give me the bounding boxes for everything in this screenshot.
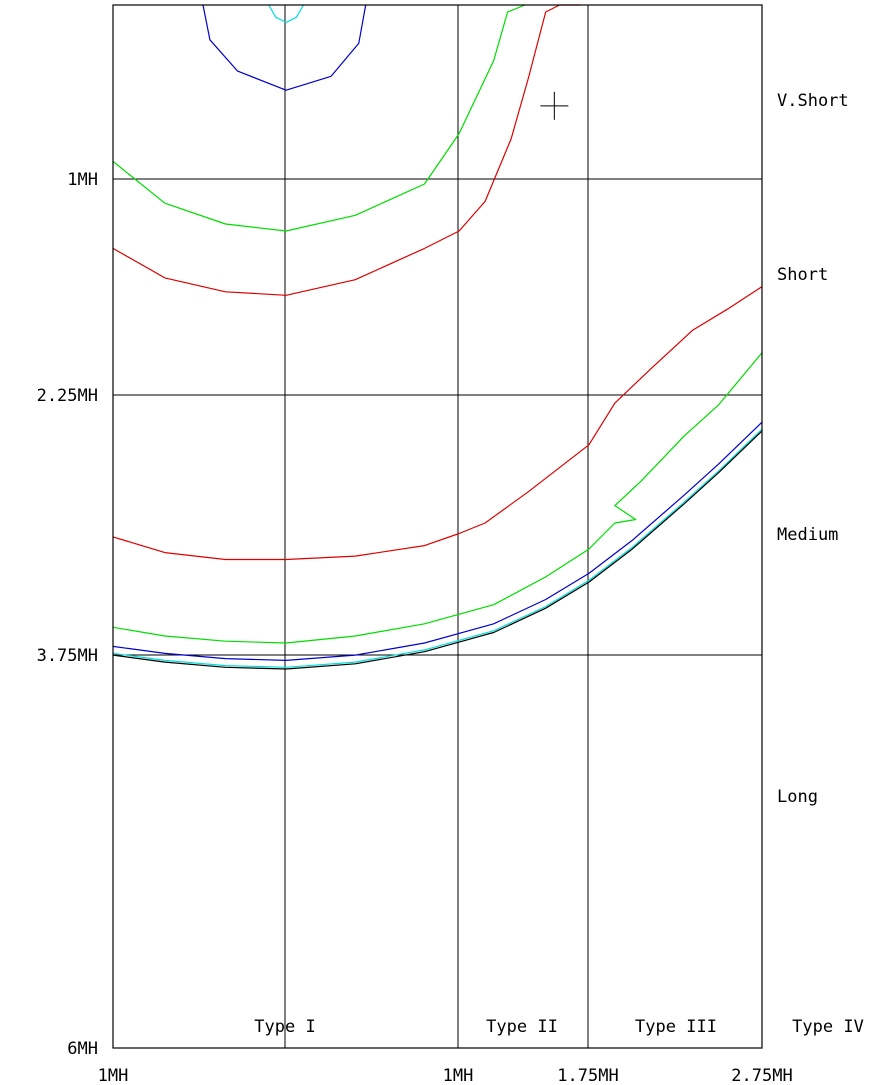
y-tick-label: 3.75MH [37,646,98,666]
plot-frame [112,4,763,1049]
x-zone-label: Type II [486,1017,558,1037]
series-layer [112,4,763,670]
series-line-5 [112,352,763,644]
series-line-8 [112,430,763,670]
series-line-0 [268,4,304,23]
label-layer: 1MH 1MH 1.75MH 2.75MH 1MH 2.25MH 3.75MH 6MH Type… [37,91,864,1085]
series-line-3 [112,4,581,296]
x-zone-label: Type I [254,1017,315,1037]
grid-layer [113,5,762,1048]
x-tick-label: 1MH [98,1066,129,1085]
x-zone-label: Type IV [792,1017,864,1037]
x-tick-label: 2.75MH [731,1066,792,1085]
series-line-1 [202,4,367,91]
series-line-7 [112,428,763,668]
y-zone-label: Medium [777,525,838,545]
frame-layer [112,4,763,1049]
x-zone-label: Type III [635,1017,717,1037]
x-tick-label: 1.75MH [557,1066,618,1085]
y-tick-label: 1MH [67,170,98,190]
y-zone-label: Short [777,265,828,285]
series-line-4 [112,286,763,561]
y-tick-label: 6MH [67,1039,98,1059]
x-tick-label: 1MH [443,1066,474,1085]
y-zone-label: Long [777,787,818,807]
y-zone-label: V.Short [777,91,849,111]
series-line-6 [112,421,763,662]
series-line-2 [112,4,526,232]
y-tick-label: 2.25MH [37,386,98,406]
